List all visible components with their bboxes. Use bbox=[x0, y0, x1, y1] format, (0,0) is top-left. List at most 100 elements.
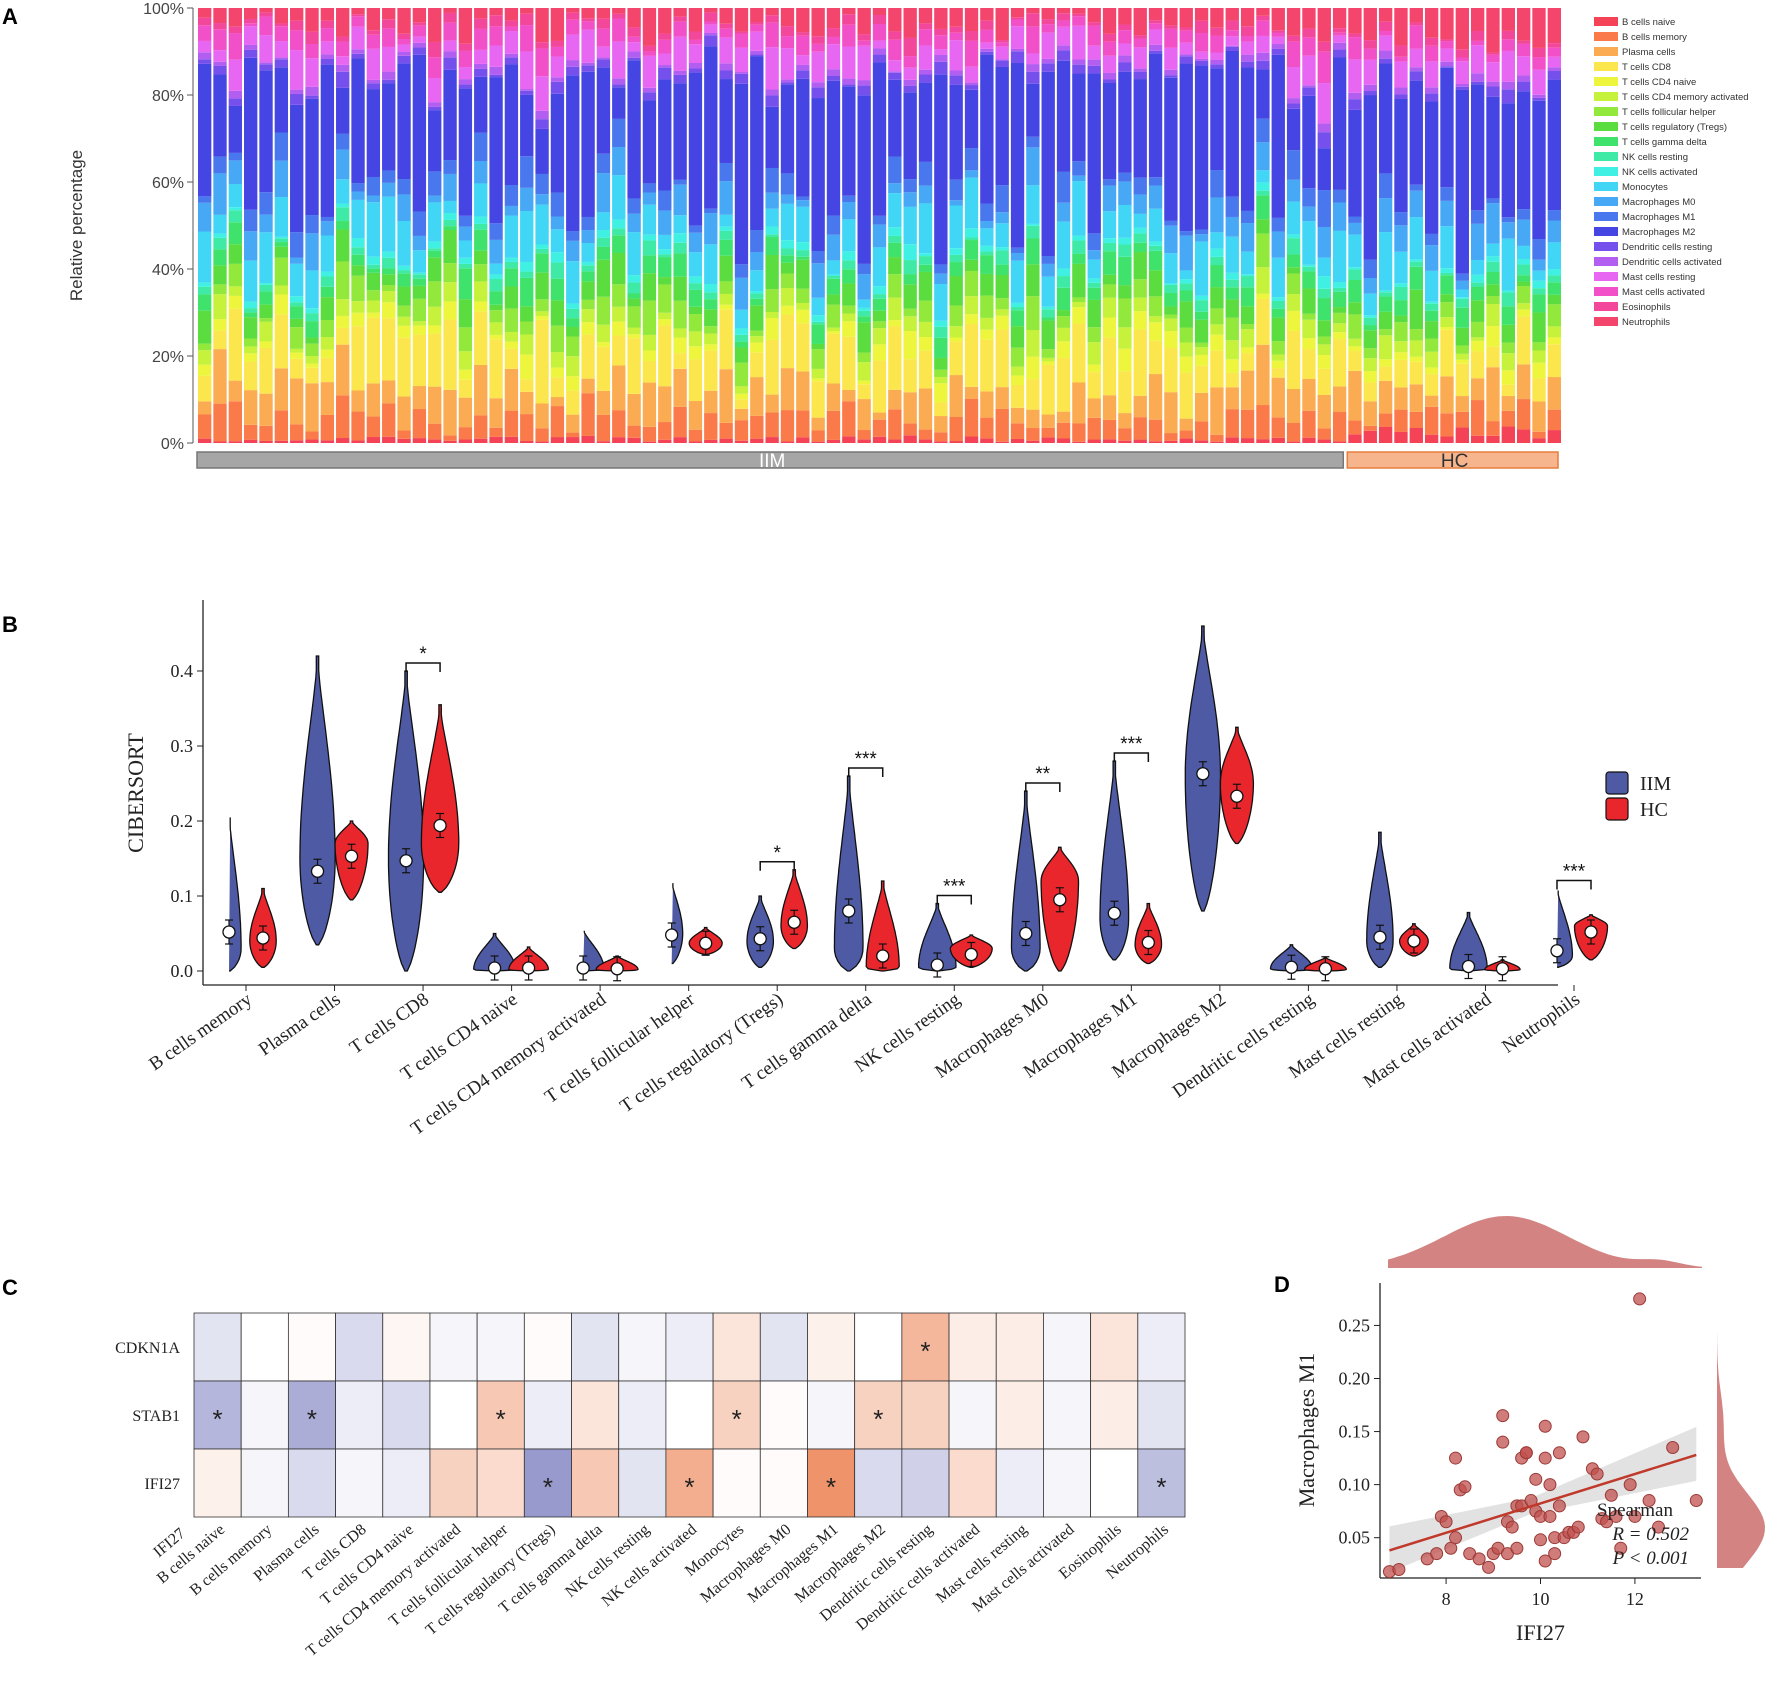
bar-segment-t-cells-follicular-helper bbox=[872, 321, 887, 329]
bar-segment-t-cells-regulatory-tregs bbox=[796, 259, 810, 289]
bar-segment-b-cells-memory bbox=[964, 398, 979, 437]
bar-segment-b-cells-naive bbox=[1179, 438, 1193, 443]
bar-segment-t-cells-cd4-memory-activated bbox=[903, 316, 917, 332]
bar-segment-mast-cells-activated bbox=[995, 42, 1009, 47]
bar-segment-t-cells-cd4-memory-activated bbox=[336, 299, 350, 316]
bar-segment-t-cells-follicular-helper bbox=[1332, 312, 1347, 324]
bar-segment-t-cells-cd4-memory-activated bbox=[274, 285, 289, 295]
bar-segment-plasma-cells bbox=[1210, 387, 1224, 435]
bar-segment-t-cells-regulatory-tregs bbox=[642, 273, 657, 301]
bar-segment-t-cells-cd4-memory-activated bbox=[704, 333, 718, 345]
bar-segment-t-cells-gamma-delta bbox=[1470, 286, 1485, 301]
bar-segment-mast-cells-activated bbox=[903, 56, 917, 68]
bar-segment-dendritic-cells-resting bbox=[1332, 49, 1347, 58]
bar-segment-dendritic-cells-resting bbox=[259, 64, 273, 71]
bar-segment-b-cells-memory bbox=[535, 428, 549, 442]
bar-segment-b-cells-naive bbox=[1148, 441, 1163, 443]
bar-segment-t-cells-follicular-helper bbox=[1547, 304, 1561, 327]
bar-segment-dendritic-cells-activated bbox=[1256, 52, 1270, 61]
bar-segment-neutrophils bbox=[290, 8, 304, 21]
bar-segment-eosinophils bbox=[1271, 30, 1285, 33]
bar-segment-t-cells-cd4-memory-activated bbox=[198, 350, 212, 365]
bar-segment-mast-cells-activated bbox=[474, 28, 488, 50]
bar-segment-plasma-cells bbox=[1026, 409, 1040, 429]
bar-segment-t-cells-cd4-naive bbox=[198, 364, 212, 376]
bar-segment-macrophages-m2 bbox=[566, 75, 580, 232]
bar-segment-macrophages-m2 bbox=[412, 54, 427, 212]
bar-segment-neutrophils bbox=[366, 8, 381, 31]
bar-segment-t-cells-gamma-delta bbox=[1532, 294, 1546, 313]
bar-segment-nk-cells-resting bbox=[1240, 276, 1255, 288]
bar-segment-t-cells-regulatory-tregs bbox=[1348, 302, 1362, 315]
legend-swatch-nk-cells-activated bbox=[1594, 167, 1618, 176]
scatter-point bbox=[1548, 1547, 1562, 1561]
bar-segment-dendritic-cells-activated bbox=[336, 64, 350, 72]
bar-segment-t-cells-cd4-memory-activated bbox=[673, 328, 687, 338]
bar-segment-t-cells-cd4-naive bbox=[765, 318, 779, 340]
bar-segment-nk-cells-activated bbox=[1286, 234, 1301, 239]
bar-segment-macrophages-m0 bbox=[1179, 235, 1193, 271]
bar-segment-t-cells-cd4-memory-activated bbox=[1271, 354, 1285, 361]
bar-segment-neutrophils bbox=[1317, 8, 1331, 42]
bar-segment-t-cells-cd4-memory-activated bbox=[520, 334, 534, 355]
bar-segment-t-cells-regulatory-tregs bbox=[627, 298, 641, 307]
scatter-point bbox=[1505, 1520, 1519, 1534]
bar-segment-t-cells-cd8 bbox=[642, 361, 657, 383]
bar-segment-neutrophils bbox=[765, 8, 779, 16]
bar-segment-nk-cells-activated bbox=[780, 240, 795, 249]
bar-segment-nk-cells-activated bbox=[888, 227, 902, 236]
bar-segment-b-cells-naive bbox=[336, 438, 350, 443]
bar-segment-neutrophils bbox=[566, 8, 580, 13]
bar-segment-macrophages-m2 bbox=[596, 67, 611, 154]
bar-segment-mast-cells-activated bbox=[581, 21, 595, 30]
violin-hc-t-cells-gamma-delta-median-dot bbox=[876, 949, 890, 963]
bar-segment-eosinophils bbox=[826, 28, 841, 37]
bar-segment-plasma-cells bbox=[780, 368, 795, 411]
bar-segment-macrophages-m1 bbox=[428, 171, 442, 196]
bar-segment-mast-cells-resting bbox=[1010, 26, 1025, 49]
bar-segment-macrophages-m2 bbox=[1072, 73, 1086, 162]
bar-segment-macrophages-m0 bbox=[1532, 259, 1546, 271]
bar-segment-b-cells-memory bbox=[259, 425, 273, 441]
bar-segment-t-cells-cd4-naive bbox=[244, 353, 258, 362]
bar-segment-t-cells-cd8 bbox=[826, 333, 841, 384]
scatter-point bbox=[1449, 1451, 1463, 1465]
scatter-point bbox=[1458, 1480, 1472, 1494]
bar-segment-macrophages-m1 bbox=[1087, 233, 1101, 251]
bar-segment-dendritic-cells-resting bbox=[719, 70, 733, 80]
bar-segment-monocytes bbox=[842, 219, 856, 252]
bar-segment-plasma-cells bbox=[1302, 378, 1316, 411]
bar-segment-neutrophils bbox=[1378, 8, 1393, 22]
bar-segment-dendritic-cells-activated bbox=[1010, 48, 1025, 52]
bar-segment-dendritic-cells-activated bbox=[872, 48, 887, 55]
bar-segment-macrophages-m1 bbox=[1072, 161, 1086, 176]
bar-segment-t-cells-follicular-helper bbox=[520, 321, 534, 335]
heatmap-cell-ifi27-b-cells-naive bbox=[193, 1448, 242, 1518]
panel-label-d: D bbox=[1274, 1272, 1290, 1297]
bar-segment-monocytes bbox=[1440, 226, 1454, 269]
bar-segment-macrophages-m2 bbox=[811, 98, 825, 252]
bar-segment-dendritic-cells-activated bbox=[581, 62, 595, 66]
legend-swatch-dendritic-cells-resting bbox=[1594, 242, 1618, 251]
bar-segment-neutrophils bbox=[1148, 8, 1163, 21]
bar-segment-mast-cells-resting bbox=[1133, 47, 1147, 69]
scatter-point bbox=[1689, 1494, 1703, 1508]
bar-segment-macrophages-m2 bbox=[1470, 84, 1485, 211]
bar-segment-t-cells-cd4-memory-activated bbox=[1440, 317, 1454, 327]
significance-bracket-macrophages-m1 bbox=[1113, 752, 1150, 762]
bar-segment-mast-cells-activated bbox=[1440, 41, 1454, 49]
bar-segment-t-cells-follicular-helper bbox=[1118, 298, 1132, 328]
bar-segment-dendritic-cells-activated bbox=[458, 79, 473, 85]
bar-segment-t-cells-cd4-memory-activated bbox=[1072, 302, 1086, 308]
bar-segment-b-cells-memory bbox=[1332, 412, 1347, 442]
bar-segment-monocytes bbox=[489, 263, 503, 275]
scatter-point bbox=[1496, 1409, 1510, 1423]
heatmap-star: * bbox=[873, 1404, 883, 1434]
bar-segment-macrophages-m1 bbox=[489, 223, 503, 240]
bar-segment-nk-cells-activated bbox=[320, 271, 335, 277]
bar-segment-macrophages-m2 bbox=[1102, 82, 1117, 180]
bar-segment-t-cells-regulatory-tregs bbox=[1072, 263, 1086, 298]
bar-segment-monocytes bbox=[520, 210, 534, 262]
bar-segment-t-cells-cd8 bbox=[1470, 351, 1485, 379]
